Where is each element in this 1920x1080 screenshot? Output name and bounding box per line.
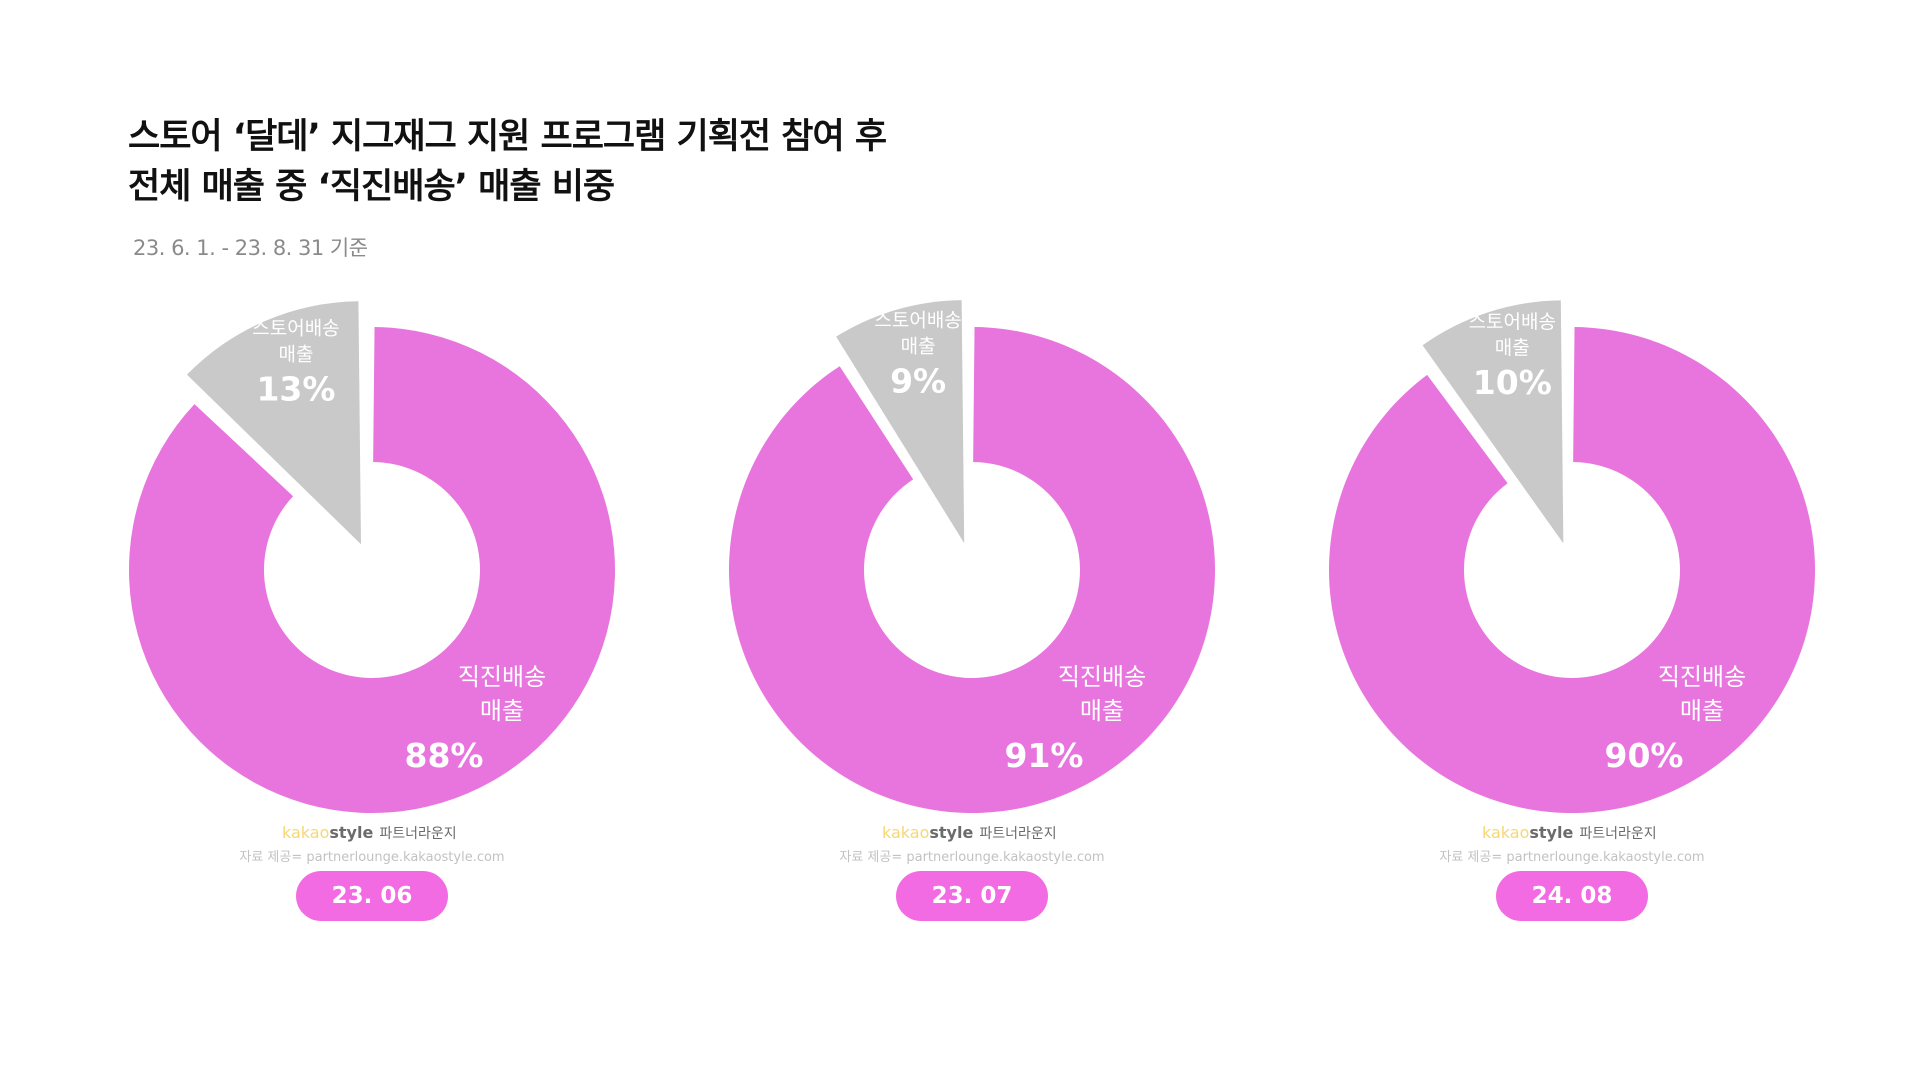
direct-delivery-slice — [1329, 327, 1815, 814]
store-delivery-slice — [186, 301, 361, 545]
title-line-2: 전체 매출 중 ‘직진배송’ 매출 비중 — [128, 167, 615, 207]
store-slice-percent: 9% — [890, 361, 946, 400]
store-slice-label-line2: 매출 — [1495, 337, 1530, 359]
direct-slice-label-line2: 매출 — [480, 697, 524, 725]
period-pill-background[interactable] — [896, 871, 1048, 921]
period-label: 23. 07 — [932, 883, 1013, 909]
store-slice-percent: 10% — [1473, 363, 1552, 402]
direct-slice-percent: 91% — [1005, 736, 1084, 775]
store-delivery-slice — [836, 300, 965, 544]
direct-delivery-slice — [728, 327, 1215, 813]
direct-slice-label-line1: 직진배송 — [1658, 663, 1746, 691]
direct-slice-label-line1: 직진배송 — [1058, 663, 1146, 691]
source-credit: 자료 제공= partnerlounge.kakaostyle.com — [1439, 850, 1704, 865]
source-credit: 자료 제공= partnerlounge.kakaostyle.com — [839, 850, 1104, 865]
store-delivery-slice — [1422, 300, 1564, 544]
kakaostyle-watermark: kakaostyle 파트너라운지 — [882, 823, 1057, 842]
direct-slice-label-line1: 직진배송 — [458, 663, 546, 691]
store-delivery-slice-group — [186, 301, 361, 545]
period-pill-3[interactable]: 24. 08 — [1496, 871, 1648, 921]
period-pill-background[interactable] — [1496, 871, 1648, 921]
store-slice-label-line1: 스토어배송 — [874, 309, 961, 331]
direct-slice-percent: 88% — [405, 736, 484, 775]
store-delivery-slice-group — [836, 300, 965, 544]
direct-slice-percent: 90% — [1605, 736, 1684, 775]
direct-delivery-slice — [128, 327, 615, 814]
source-credit: 자료 제공= partnerlounge.kakaostyle.com — [239, 850, 504, 865]
store-slice-label-line2: 매출 — [901, 335, 936, 357]
period-pill-2[interactable]: 23. 07 — [896, 871, 1048, 921]
store-slice-percent: 13% — [256, 369, 335, 408]
title-line-1: 스토어 ‘달데’ 지그재그 지원 프로그램 기획전 참여 후 — [128, 117, 887, 157]
date-range-subtitle: 23. 6. 1. - 23. 8. 31 기준 — [133, 236, 368, 260]
store-slice-label-line1: 스토어배송 — [1469, 311, 1556, 333]
store-slice-label-line1: 스토어배송 — [252, 317, 339, 339]
direct-slice-label-line2: 매출 — [1080, 697, 1124, 725]
chart-title: 스토어 ‘달데’ 지그재그 지원 프로그램 기획전 참여 후 전체 매출 중 ‘… — [128, 112, 887, 212]
kakaostyle-watermark: kakaostyle 파트너라운지 — [1482, 823, 1657, 842]
period-pill-1[interactable]: 23. 06 — [296, 871, 448, 921]
period-pill-background[interactable] — [296, 871, 448, 921]
period-label: 23. 06 — [332, 883, 413, 909]
direct-slice-label-line2: 매출 — [1680, 697, 1724, 725]
store-delivery-slice-group — [1422, 300, 1564, 544]
kakaostyle-watermark: kakaostyle 파트너라운지 — [282, 823, 457, 842]
period-label: 24. 08 — [1532, 883, 1613, 909]
store-slice-label-line2: 매출 — [278, 343, 313, 365]
